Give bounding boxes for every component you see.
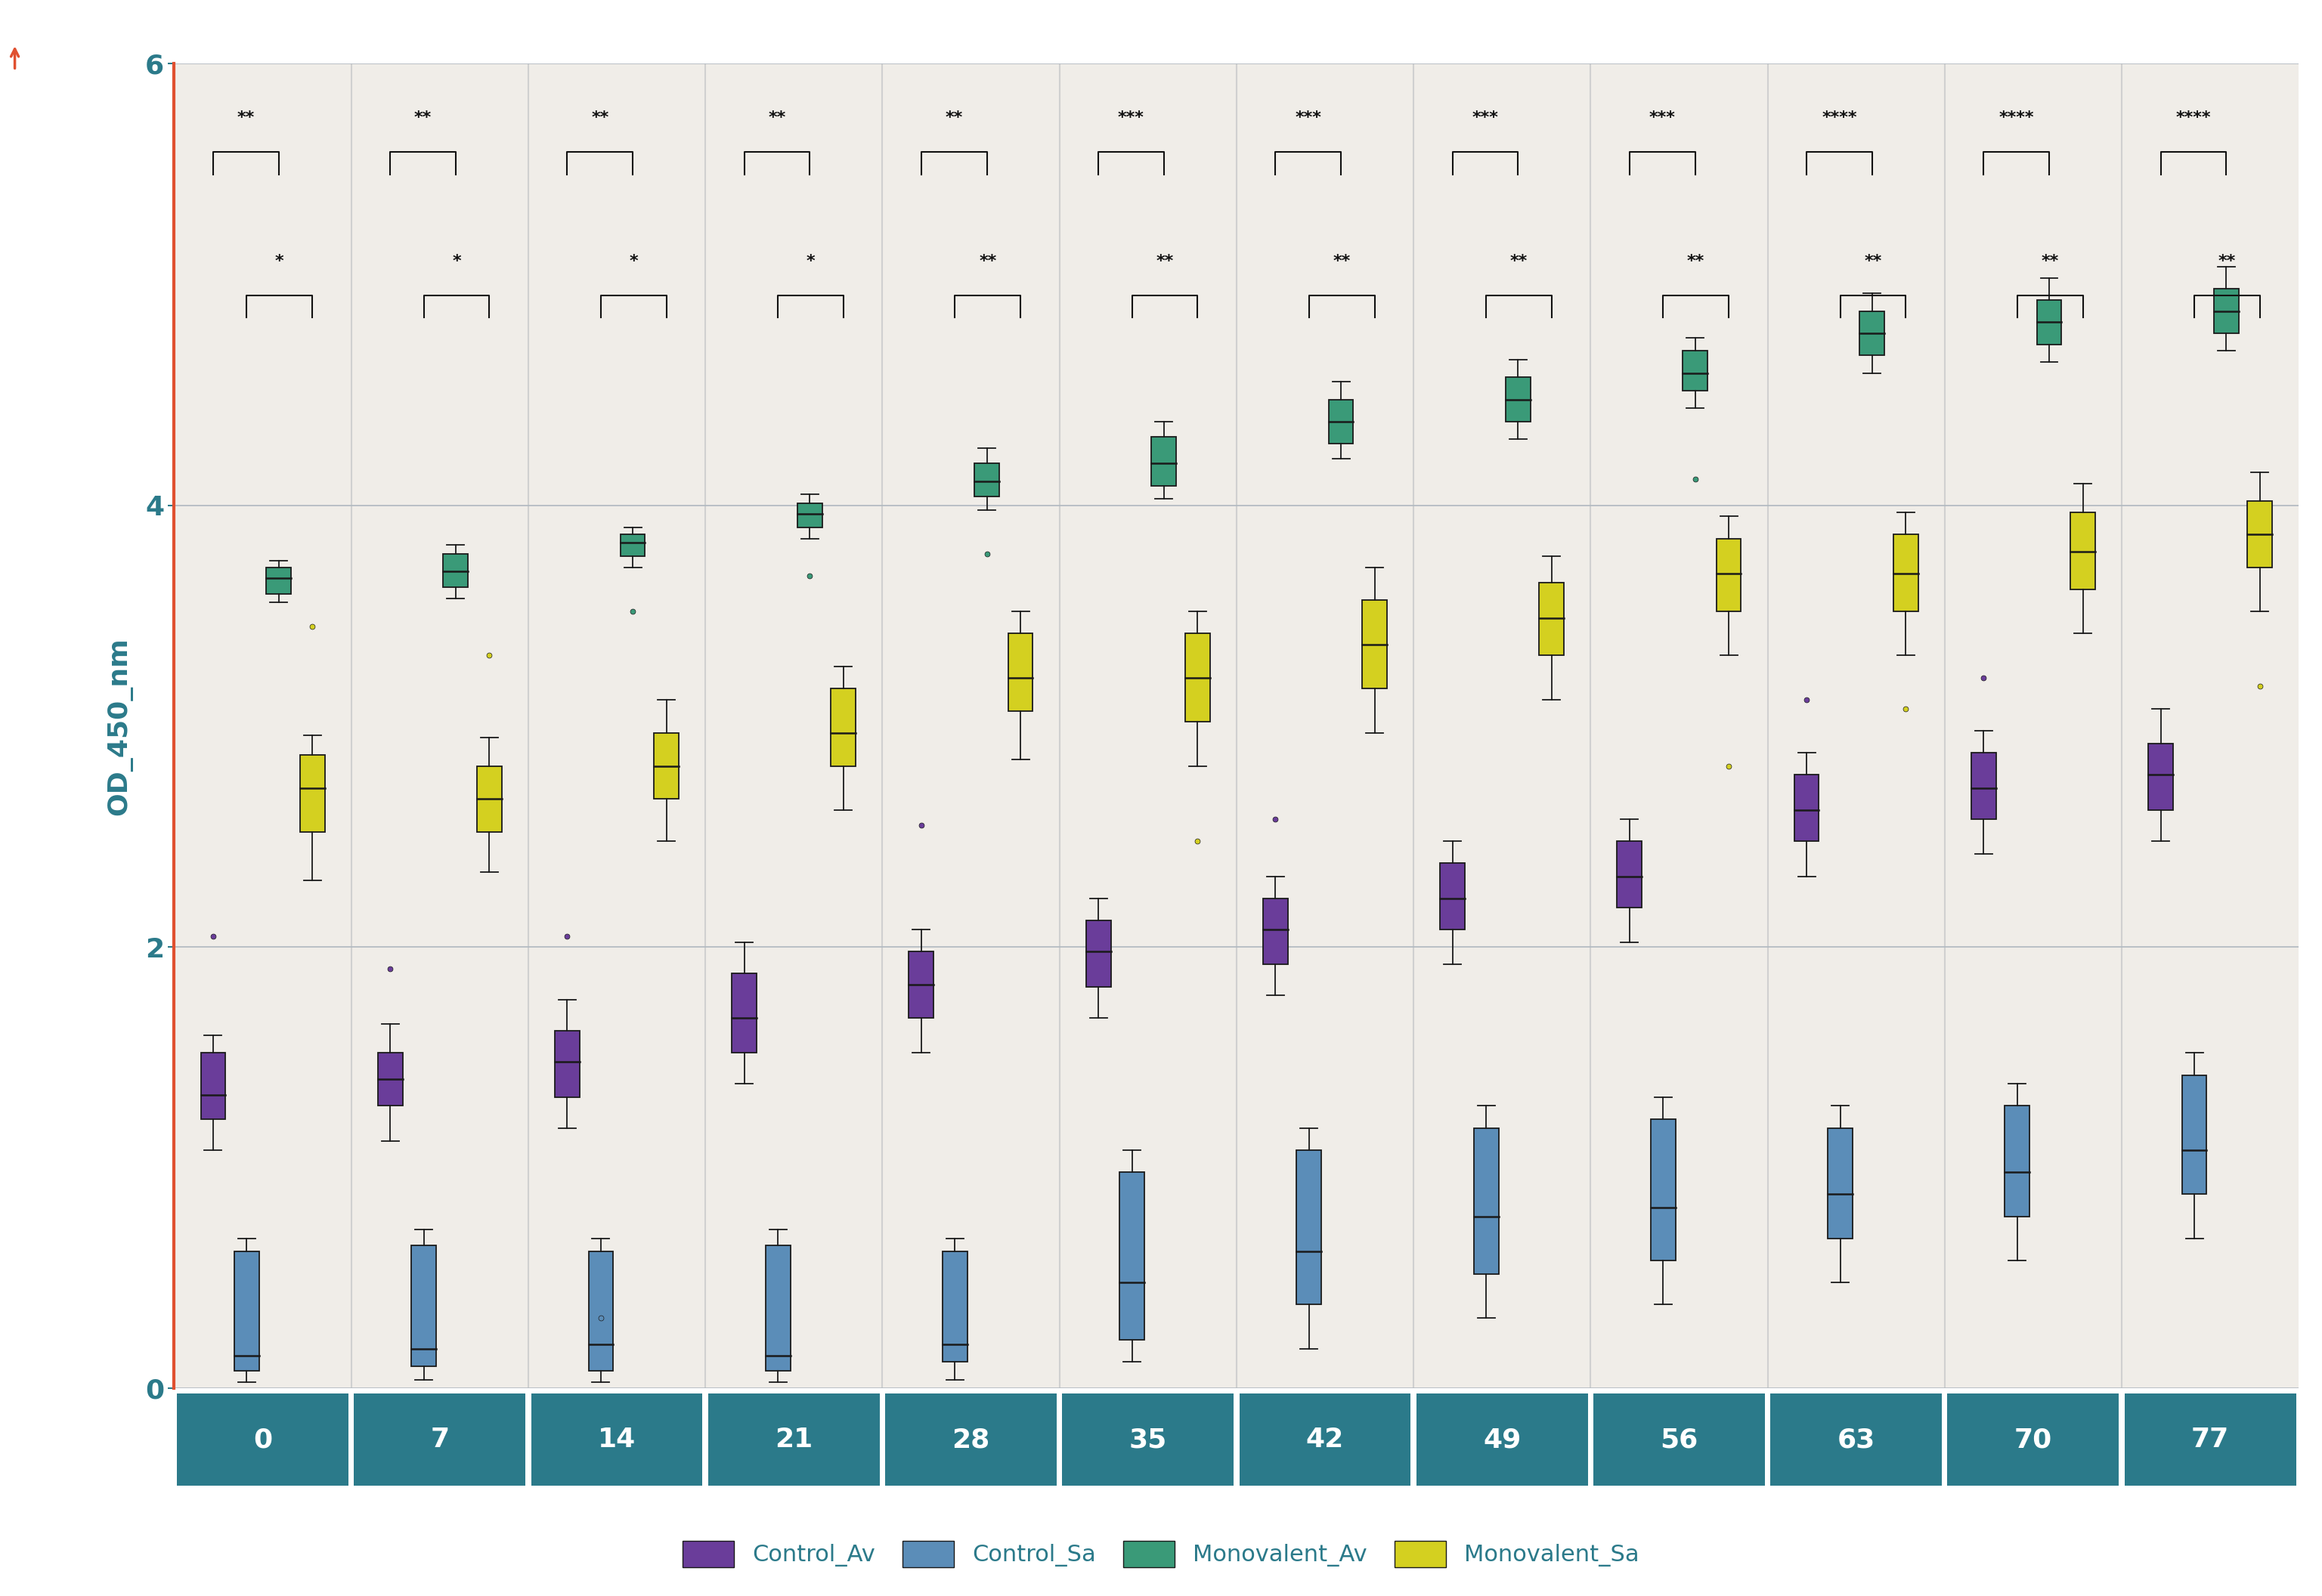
Bar <box>1683 351 1707 391</box>
Bar <box>1296 1151 1321 1304</box>
Text: **: ** <box>1865 254 1881 270</box>
Text: ***: *** <box>1472 110 1498 126</box>
Text: 35: 35 <box>1128 1427 1168 1452</box>
Bar <box>200 1053 225 1119</box>
Bar <box>1716 538 1742 611</box>
Bar <box>1539 583 1565 656</box>
Bar <box>1152 437 1177 485</box>
Bar <box>908 951 933 1018</box>
Bar <box>1827 1128 1853 1238</box>
Text: ***: *** <box>1649 110 1676 126</box>
Bar <box>1440 863 1465 929</box>
Bar <box>1971 753 1997 819</box>
Bar <box>300 755 325 832</box>
Bar <box>1008 634 1033 710</box>
Text: *: * <box>453 254 462 270</box>
Bar <box>1505 377 1530 421</box>
Y-axis label: OD_450_nm: OD_450_nm <box>107 637 132 816</box>
Bar <box>1363 600 1386 688</box>
Text: 77: 77 <box>2192 1427 2229 1452</box>
Bar <box>1795 774 1818 841</box>
Bar <box>587 1251 613 1371</box>
Text: *: * <box>806 254 815 270</box>
Bar <box>1087 921 1110 986</box>
Text: ****: **** <box>1999 110 2034 126</box>
Bar <box>2004 1106 2029 1216</box>
Bar <box>1860 311 1885 356</box>
Bar <box>1263 899 1289 964</box>
Bar <box>267 567 290 594</box>
Text: 56: 56 <box>1660 1427 1697 1452</box>
Bar <box>943 1251 968 1361</box>
Bar <box>655 733 678 800</box>
Text: **: ** <box>2218 254 2236 270</box>
Bar <box>796 503 822 528</box>
Legend: Control_Av, Control_Sa, Monovalent_Av, Monovalent_Sa: Control_Av, Control_Sa, Monovalent_Av, M… <box>673 1531 1649 1577</box>
Bar <box>2248 501 2273 567</box>
Text: ****: **** <box>1823 110 1858 126</box>
Bar <box>1184 634 1210 721</box>
Text: **: ** <box>769 110 785 126</box>
Text: **: ** <box>413 110 432 126</box>
Text: ***: *** <box>1296 110 1321 126</box>
Text: 42: 42 <box>1305 1427 1344 1452</box>
Text: **: ** <box>945 110 964 126</box>
Bar <box>1651 1119 1676 1261</box>
Bar <box>1474 1128 1498 1274</box>
Bar <box>731 974 757 1053</box>
Bar <box>1892 535 1918 611</box>
Bar <box>620 535 646 555</box>
Bar <box>766 1245 789 1371</box>
Bar <box>1616 841 1642 907</box>
Bar <box>975 463 998 496</box>
Text: **: ** <box>1333 254 1351 270</box>
Text: *: * <box>629 254 639 270</box>
Text: 7: 7 <box>430 1427 448 1452</box>
Bar <box>2036 300 2062 345</box>
Bar <box>2183 1076 2206 1194</box>
Text: **: ** <box>237 110 255 126</box>
Bar <box>1119 1171 1145 1341</box>
Bar <box>476 766 502 832</box>
Text: ***: *** <box>1117 110 1145 126</box>
Text: *: * <box>274 254 283 270</box>
Text: ****: **** <box>2176 110 2211 126</box>
Text: **: ** <box>1509 254 1528 270</box>
Text: **: ** <box>592 110 608 126</box>
Bar <box>2213 289 2238 334</box>
Text: 49: 49 <box>1484 1427 1521 1452</box>
Text: 0: 0 <box>253 1427 272 1452</box>
Text: **: ** <box>1156 254 1173 270</box>
Text: 70: 70 <box>2013 1427 2053 1452</box>
Bar <box>444 554 469 587</box>
Bar <box>2148 744 2173 811</box>
Text: 14: 14 <box>597 1427 636 1452</box>
Text: 28: 28 <box>952 1427 989 1452</box>
Bar <box>831 688 857 766</box>
Bar <box>235 1251 260 1371</box>
Bar <box>555 1031 580 1096</box>
Bar <box>411 1245 437 1366</box>
Bar <box>1328 399 1354 444</box>
Bar <box>378 1053 402 1106</box>
Text: **: ** <box>1688 254 1704 270</box>
Text: 21: 21 <box>776 1427 813 1452</box>
Text: **: ** <box>2041 254 2060 270</box>
Text: **: ** <box>980 254 996 270</box>
Text: 63: 63 <box>1837 1427 1876 1452</box>
Bar <box>2071 512 2094 589</box>
